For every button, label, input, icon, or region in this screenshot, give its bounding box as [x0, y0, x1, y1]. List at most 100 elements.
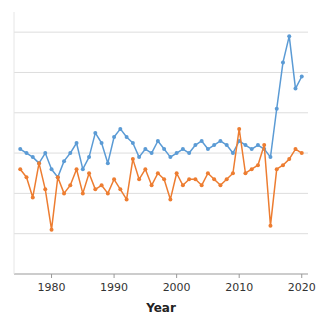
series-marker [250, 147, 254, 151]
series-marker [131, 157, 135, 161]
series-marker [100, 141, 104, 145]
series-marker [18, 167, 22, 171]
series-marker [287, 157, 291, 161]
series-marker [62, 159, 66, 163]
series-marker [231, 171, 235, 175]
series-marker [50, 228, 54, 232]
series-marker [168, 197, 172, 201]
series-marker [56, 175, 60, 179]
x-axis-label: Year [145, 301, 176, 315]
series-marker [218, 183, 222, 187]
series-marker [150, 183, 154, 187]
series-marker [137, 177, 141, 181]
series-marker [37, 161, 41, 165]
series-marker [268, 155, 272, 159]
series-marker [18, 147, 22, 151]
series-marker [25, 175, 29, 179]
series-marker [181, 147, 185, 151]
series-marker [175, 171, 179, 175]
x-tick [51, 274, 52, 278]
series-marker [293, 147, 297, 151]
series-marker [281, 163, 285, 167]
series-marker [25, 151, 29, 155]
series-marker [275, 167, 279, 171]
series-marker [181, 183, 185, 187]
series-marker [256, 163, 260, 167]
series-marker [93, 131, 97, 135]
x-tick [301, 274, 302, 278]
series-marker [156, 139, 160, 143]
series-marker [100, 183, 104, 187]
series-marker [43, 151, 47, 155]
series-marker [193, 143, 197, 147]
x-tick-label: 2010 [225, 281, 253, 294]
series-marker [275, 107, 279, 111]
series-marker [162, 177, 166, 181]
series-marker [118, 127, 122, 131]
x-tick [114, 274, 115, 278]
x-tick-label: 2020 [288, 281, 316, 294]
series-marker [168, 155, 172, 159]
series-marker [125, 135, 129, 139]
series-marker [243, 171, 247, 175]
series-marker [300, 74, 304, 78]
series-marker [106, 161, 110, 165]
series-marker [187, 177, 191, 181]
series-marker [143, 167, 147, 171]
series-marker [131, 141, 135, 145]
series-marker [187, 151, 191, 155]
series-marker [206, 147, 210, 151]
x-axis-line [14, 274, 308, 275]
series-marker [243, 143, 247, 147]
series-marker [287, 34, 291, 38]
series-marker [300, 151, 304, 155]
series-marker [225, 143, 229, 147]
series-marker [281, 60, 285, 64]
series-marker [112, 177, 116, 181]
grid-line [14, 32, 308, 33]
series-marker [31, 155, 35, 159]
series-marker [262, 143, 266, 147]
series-marker [293, 87, 297, 91]
grid-line [14, 72, 308, 73]
x-tick [176, 274, 177, 278]
series-marker [68, 151, 72, 155]
series-marker [87, 171, 91, 175]
grid-line [14, 153, 308, 154]
series-marker [162, 147, 166, 151]
series-marker [125, 197, 129, 201]
series-marker [250, 167, 254, 171]
series-marker [87, 155, 91, 159]
grid-line [14, 193, 308, 194]
grid-line [14, 112, 308, 113]
series-marker [200, 183, 204, 187]
series-marker [81, 167, 85, 171]
chart: 19801990200020102020Year [0, 0, 320, 320]
series-marker [231, 151, 235, 155]
series-marker [106, 191, 110, 195]
series-marker [212, 143, 216, 147]
y-axis-line [14, 12, 15, 274]
series-line [20, 36, 301, 177]
series-marker [118, 187, 122, 191]
plot-area [18, 34, 303, 231]
series-marker [43, 187, 47, 191]
series-marker [68, 183, 72, 187]
series-marker [193, 177, 197, 181]
series-marker [31, 195, 35, 199]
grid-line [14, 233, 308, 234]
series-marker [268, 224, 272, 228]
series-marker [150, 151, 154, 155]
series-marker [112, 135, 116, 139]
series-marker [137, 155, 141, 159]
x-tick-label: 1990 [100, 281, 128, 294]
series-marker [237, 127, 241, 131]
series-line [20, 129, 301, 230]
series-marker [37, 161, 41, 165]
series-marker [256, 143, 260, 147]
series-marker [156, 171, 160, 175]
x-tick [239, 274, 240, 278]
series-marker [218, 139, 222, 143]
x-tick-label: 1980 [38, 281, 66, 294]
series-marker [206, 171, 210, 175]
